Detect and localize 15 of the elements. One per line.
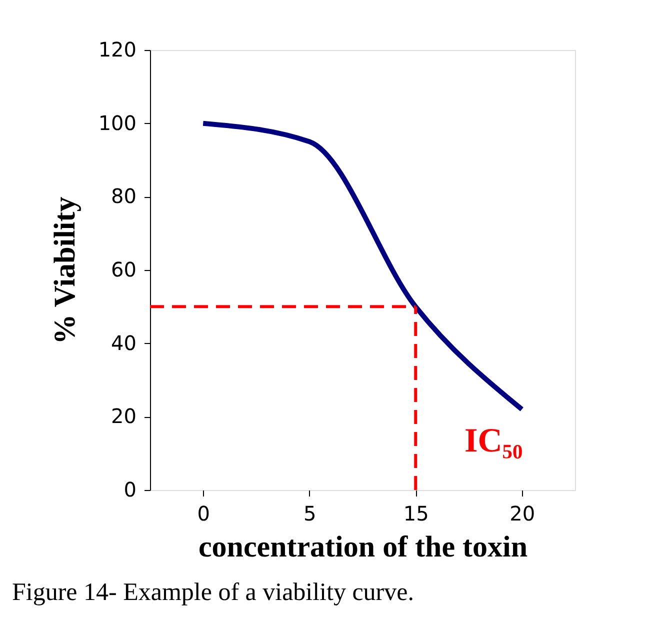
y-axis-title: % Viability [48, 196, 82, 344]
caption: Figure 14- Example of a viability curve. [12, 579, 414, 606]
annotation: IC₅₀ [464, 422, 523, 460]
x-tick-label: 5 [304, 502, 316, 526]
y-tick-label: 80 [111, 184, 136, 208]
x-tick-label: 20 [510, 502, 536, 526]
y-tick-label: 60 [111, 258, 136, 282]
y-tick-label: 0 [124, 478, 136, 502]
x-tick-label: 15 [403, 502, 429, 526]
x-axis-title: concentration of the toxin [198, 530, 528, 564]
y-tick-label: 120 [98, 38, 136, 62]
y-tick-label: 100 [98, 110, 136, 135]
x-tick-label: 0 [197, 502, 210, 526]
y-tick-label: 40 [111, 330, 136, 355]
y-tick-label: 20 [111, 404, 136, 428]
